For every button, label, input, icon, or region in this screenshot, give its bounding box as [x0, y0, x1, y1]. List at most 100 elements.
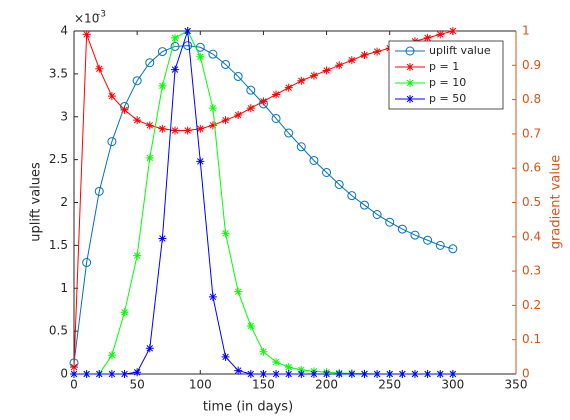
- data-point: [259, 347, 268, 356]
- data-point: [132, 76, 142, 86]
- y-tick-label: 3.5: [49, 66, 68, 80]
- y-tick-label: 0: [60, 367, 68, 381]
- y-tick-label: 2: [60, 195, 68, 209]
- data-point: [410, 230, 420, 240]
- y-multiplier-exponent: -3: [97, 10, 106, 20]
- data-point: [70, 370, 78, 378]
- data-point: [259, 97, 268, 106]
- data-point: [221, 229, 230, 238]
- data-point: [297, 76, 306, 85]
- data-point: [183, 41, 193, 51]
- y2-tick-label: 0.6: [522, 161, 541, 175]
- data-point: [133, 368, 142, 377]
- data-point: [82, 30, 91, 39]
- data-point: [158, 124, 167, 133]
- x-tick-label: 100: [189, 378, 212, 392]
- data-point: [448, 370, 457, 378]
- data-point: [272, 370, 281, 378]
- y2-tick-label: 0.1: [522, 332, 541, 346]
- data-point: [347, 191, 357, 201]
- y2-tick-label: 0.8: [522, 92, 541, 106]
- data-point: [133, 251, 142, 260]
- y2-tick-label: 0.7: [522, 126, 541, 140]
- data-point: [423, 33, 432, 42]
- y-axis-label: uplift values: [29, 162, 44, 242]
- data-point: [157, 47, 167, 57]
- data-point: [284, 83, 293, 92]
- data-point: [195, 42, 205, 52]
- data-point: [436, 370, 445, 378]
- x-axis-label: time (in days): [203, 400, 293, 415]
- legend-label: p = 50: [429, 92, 466, 105]
- x-tick-label: 300: [441, 378, 464, 392]
- y2-tick-label: 0.2: [522, 298, 541, 312]
- data-point: [334, 179, 344, 189]
- data-point: [107, 92, 116, 101]
- legend-label: p = 10: [429, 76, 466, 89]
- data-point: [133, 116, 142, 125]
- data-point: [360, 370, 369, 378]
- y2-tick-label: 1: [522, 24, 530, 38]
- data-point: [246, 321, 255, 330]
- data-point: [221, 116, 230, 125]
- data-point: [309, 155, 319, 165]
- data-point: [196, 157, 205, 166]
- y-tick-label: 1.5: [49, 238, 68, 252]
- data-point: [398, 370, 407, 378]
- data-point: [171, 33, 180, 42]
- data-point: [95, 64, 104, 73]
- data-point: [70, 363, 78, 372]
- data-point: [373, 47, 382, 56]
- data-point: [208, 121, 217, 130]
- y-tick-label: 0.5: [49, 324, 68, 338]
- legend-marker: [406, 63, 414, 71]
- data-point: [297, 365, 306, 374]
- data-point: [385, 370, 394, 378]
- data-point: [246, 85, 256, 95]
- data-point: [145, 58, 155, 68]
- data-point: [234, 287, 243, 296]
- data-point: [335, 61, 344, 70]
- data-point: [284, 363, 293, 372]
- data-point: [423, 235, 433, 245]
- data-point: [95, 370, 104, 378]
- data-point: [410, 370, 419, 378]
- x-tick-label: 200: [315, 378, 338, 392]
- data-point: [233, 71, 243, 81]
- data-point: [309, 370, 318, 378]
- data-point: [145, 121, 154, 130]
- data-point: [271, 113, 281, 123]
- data-point: [423, 370, 432, 378]
- y-tick-label: 2.5: [49, 152, 68, 166]
- y-tick-label: 4: [60, 24, 68, 38]
- y-tick-label: 1: [60, 281, 68, 295]
- data-point: [82, 370, 91, 378]
- data-point: [208, 292, 217, 301]
- data-point: [246, 104, 255, 113]
- data-point: [284, 370, 293, 378]
- data-point: [208, 104, 217, 113]
- y2-tick-label: 0.9: [522, 58, 541, 72]
- y2-tick-label: 0.4: [522, 229, 541, 243]
- data-point: [183, 27, 192, 35]
- data-point: [107, 351, 116, 360]
- data-point: [221, 59, 231, 69]
- data-point: [297, 370, 306, 378]
- data-point: [221, 352, 230, 361]
- data-point: [309, 71, 318, 80]
- data-point: [196, 124, 205, 133]
- data-point: [359, 200, 369, 210]
- data-point: [170, 41, 180, 51]
- data-point: [272, 357, 281, 366]
- data-point: [360, 51, 369, 60]
- x-tick-label: 250: [378, 378, 401, 392]
- data-point: [120, 370, 129, 378]
- data-point: [158, 81, 167, 90]
- data-point: [322, 66, 331, 75]
- data-point: [107, 370, 116, 378]
- legend-marker: [405, 46, 415, 56]
- data-point: [296, 142, 306, 152]
- data-point: [347, 56, 356, 65]
- data-point: [196, 52, 205, 61]
- x-tick-label: 0: [70, 378, 78, 392]
